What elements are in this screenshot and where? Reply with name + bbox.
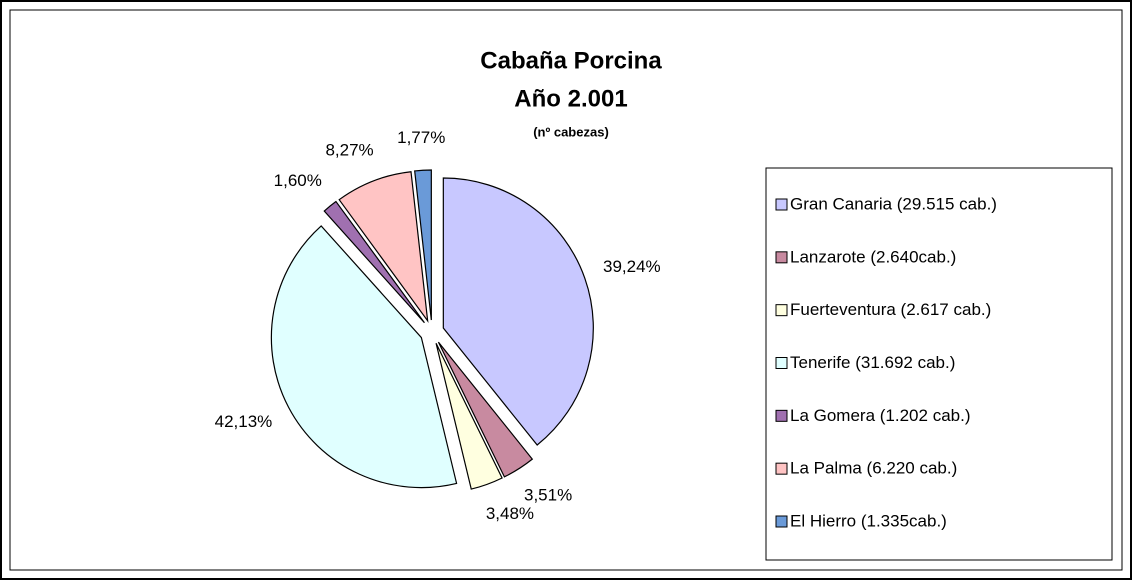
legend-label: El Hierro (1.335cab.) (790, 511, 947, 530)
chart-title: Cabaña Porcina (480, 47, 662, 74)
legend-label: Gran Canaria (29.515 cab.) (790, 194, 997, 213)
pie-slice (414, 169, 432, 321)
legend-swatch (775, 357, 788, 369)
legend-swatch (775, 409, 788, 422)
data-label: 8,27% (325, 141, 373, 160)
data-label: 39,24% (603, 257, 661, 276)
pie-slice (323, 200, 425, 324)
legend-label: Fuerteventura (2.617 cab.) (790, 300, 991, 319)
legend-box (765, 167, 1113, 561)
data-label: 1,77% (397, 128, 445, 147)
chart-subtitle: Año 2.001 (514, 85, 627, 112)
legend-swatch (775, 462, 788, 475)
pie-slice (270, 225, 458, 489)
legend-swatch (775, 304, 788, 317)
legend-label: La Palma (6.220 cab.) (790, 459, 957, 478)
pie-slice (338, 171, 429, 323)
data-label: 3,51% (524, 485, 572, 504)
chart-note: (nº cabezas) (533, 124, 609, 139)
legend-swatch (775, 515, 788, 528)
pie-slice (435, 343, 503, 490)
legend-label: La Gomera (1.202 cab.) (790, 406, 970, 425)
legend-swatch (775, 251, 788, 264)
data-label: 3,48% (486, 504, 534, 523)
legend-label: Tenerife (31.692 cab.) (790, 353, 955, 372)
legend-label: Lanzarote (2.640cab.) (790, 247, 956, 266)
pie-slice (442, 177, 594, 446)
data-label: 1,60% (274, 171, 322, 190)
pie-slice (437, 341, 534, 478)
data-label: 42,13% (215, 412, 273, 431)
legend-swatch (775, 198, 788, 211)
